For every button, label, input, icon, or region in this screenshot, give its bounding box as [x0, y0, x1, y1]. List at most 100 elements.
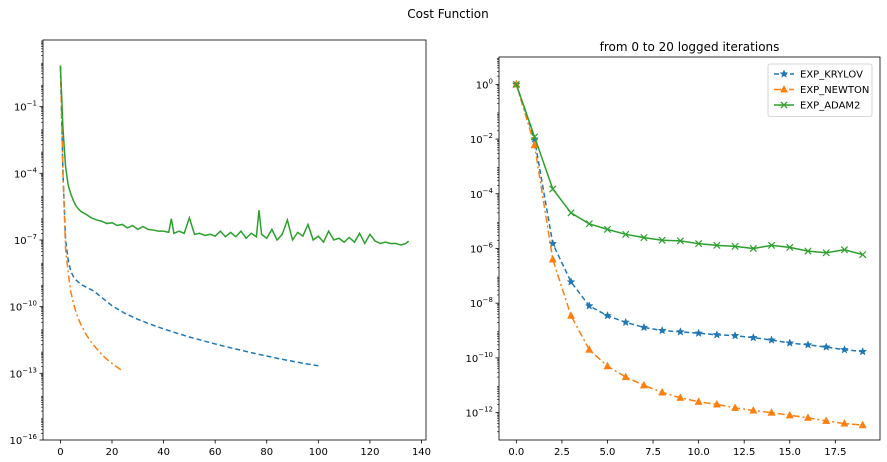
data-point-adam2 [822, 249, 830, 257]
data-point-newton [712, 399, 721, 408]
data-point-adam2 [530, 133, 539, 141]
data-point-newton [548, 254, 557, 263]
data-point-newton [639, 380, 648, 389]
data-point-newton [767, 408, 776, 416]
right-chart-title: from 0 to 20 logged iterations [600, 40, 780, 54]
left-ticks-layer: 0 20 40 60 80 100 120 140 10−16 10−13 10−10 10−7 10−… [9, 40, 431, 458]
data-point-krylov [566, 277, 576, 286]
data-point-newton [803, 413, 813, 421]
data-point-krylov [858, 346, 868, 356]
right-ticks-layer: 0.0 2.5 5.0 7.5 10.0 12.5 15.0 17.5 10−12 10−10 10… [465, 57, 846, 458]
legend-marker-krylov [779, 69, 789, 78]
legend-label-krylov: EXP_KRYLOV [800, 70, 863, 81]
data-point-adam2 [786, 243, 794, 251]
x-tick-label: 10.0 [687, 447, 709, 458]
data-point-krylov [803, 340, 813, 349]
series-line-newton [515, 84, 863, 426]
data-point-krylov [785, 338, 795, 347]
data-point-krylov [602, 310, 612, 320]
figure-suptitle: Cost Function [407, 7, 489, 21]
data-point-krylov [694, 328, 704, 338]
y-tick-label: 10−10 [465, 351, 493, 365]
x-tick-label: 0 [57, 447, 63, 458]
data-point-krylov [639, 322, 649, 332]
x-tick-label: 20 [106, 447, 119, 458]
data-point-newton [566, 311, 576, 319]
x-tick-label: 12.5 [733, 447, 755, 458]
legend-marker-newton [779, 84, 789, 93]
series-line-newton [59, 65, 123, 372]
data-point-adam2 [622, 230, 630, 238]
right-series-layer [511, 79, 868, 429]
data-point-krylov [839, 344, 849, 354]
data-point-adam2 [549, 185, 557, 193]
y-tick-label: 10−7 [14, 233, 37, 247]
data-point-adam2 [658, 236, 666, 244]
data-point-krylov [675, 327, 685, 336]
y-tick-label: 10−4 [14, 166, 38, 180]
x-tick-label: 60 [209, 447, 222, 458]
x-tick-label: 17.5 [824, 447, 846, 458]
data-point-adam2 [676, 237, 685, 245]
data-point-newton [822, 416, 831, 424]
y-tick-label: 10−12 [465, 406, 493, 420]
data-point-adam2 [731, 242, 739, 250]
series-line-krylov [515, 84, 863, 353]
x-tick-label: 2.5 [554, 447, 570, 458]
y-tick-label: 10−6 [470, 242, 494, 256]
x-tick-label: 140 [412, 447, 431, 458]
legend-box [767, 63, 873, 117]
right-chart-panel: 0.0 2.5 5.0 7.5 10.0 12.5 15.0 17.5 10−12 10−10 10… [465, 40, 881, 458]
data-point-krylov [748, 332, 758, 342]
data-point-newton [749, 405, 758, 414]
data-point-adam2 [749, 244, 757, 253]
data-point-adam2 [694, 240, 703, 248]
y-tick-label: 10−13 [9, 366, 37, 380]
data-point-adam2 [804, 247, 812, 255]
x-tick-label: 40 [157, 447, 170, 458]
data-point-krylov [730, 330, 740, 340]
series-line-adam2 [59, 65, 410, 246]
x-tick-label: 100 [309, 447, 328, 458]
data-point-adam2 [713, 241, 721, 250]
left-chart-panel: 0 20 40 60 80 100 120 140 10−16 10−13 10−10 10−7 10−… [9, 39, 431, 458]
chart-legend: EXP_KRYLOV EXP_NEWTON EXP_ADAM2 [767, 63, 873, 117]
x-tick-label: 7.5 [645, 447, 661, 458]
y-tick-label: 10−1 [14, 100, 37, 114]
data-point-adam2 [603, 225, 612, 234]
x-tick-label: 80 [260, 447, 273, 458]
data-point-newton [694, 397, 703, 405]
data-point-adam2 [840, 246, 849, 254]
series-line-krylov [59, 65, 319, 367]
data-point-adam2 [512, 80, 520, 88]
data-point-krylov [712, 330, 722, 339]
data-point-adam2 [567, 209, 575, 217]
y-tick-label: 10−4 [470, 187, 494, 201]
data-point-krylov [657, 325, 667, 335]
y-tick-label: 100 [476, 77, 493, 91]
y-tick-label: 10−8 [470, 296, 493, 310]
legend-marker-adam2 [780, 101, 788, 109]
x-tick-label: 5.0 [600, 447, 616, 458]
data-point-krylov [584, 301, 594, 310]
data-point-adam2 [767, 241, 776, 250]
series-line-adam2 [515, 84, 863, 256]
data-point-krylov [621, 317, 631, 327]
data-point-krylov [821, 342, 831, 351]
y-tick-label: 10−16 [9, 433, 37, 447]
data-point-newton [585, 345, 594, 353]
left-series-layer [59, 65, 410, 372]
x-tick-label: 120 [360, 447, 379, 458]
data-point-newton [840, 418, 849, 427]
legend-label-newton: EXP_NEWTON [800, 85, 869, 96]
data-point-newton [658, 387, 667, 396]
data-point-newton [621, 372, 630, 381]
data-point-newton [731, 403, 740, 411]
data-point-newton [603, 361, 612, 370]
data-point-newton [858, 420, 867, 429]
data-point-newton [785, 410, 794, 419]
data-point-adam2 [859, 250, 867, 259]
data-point-krylov [767, 335, 777, 344]
